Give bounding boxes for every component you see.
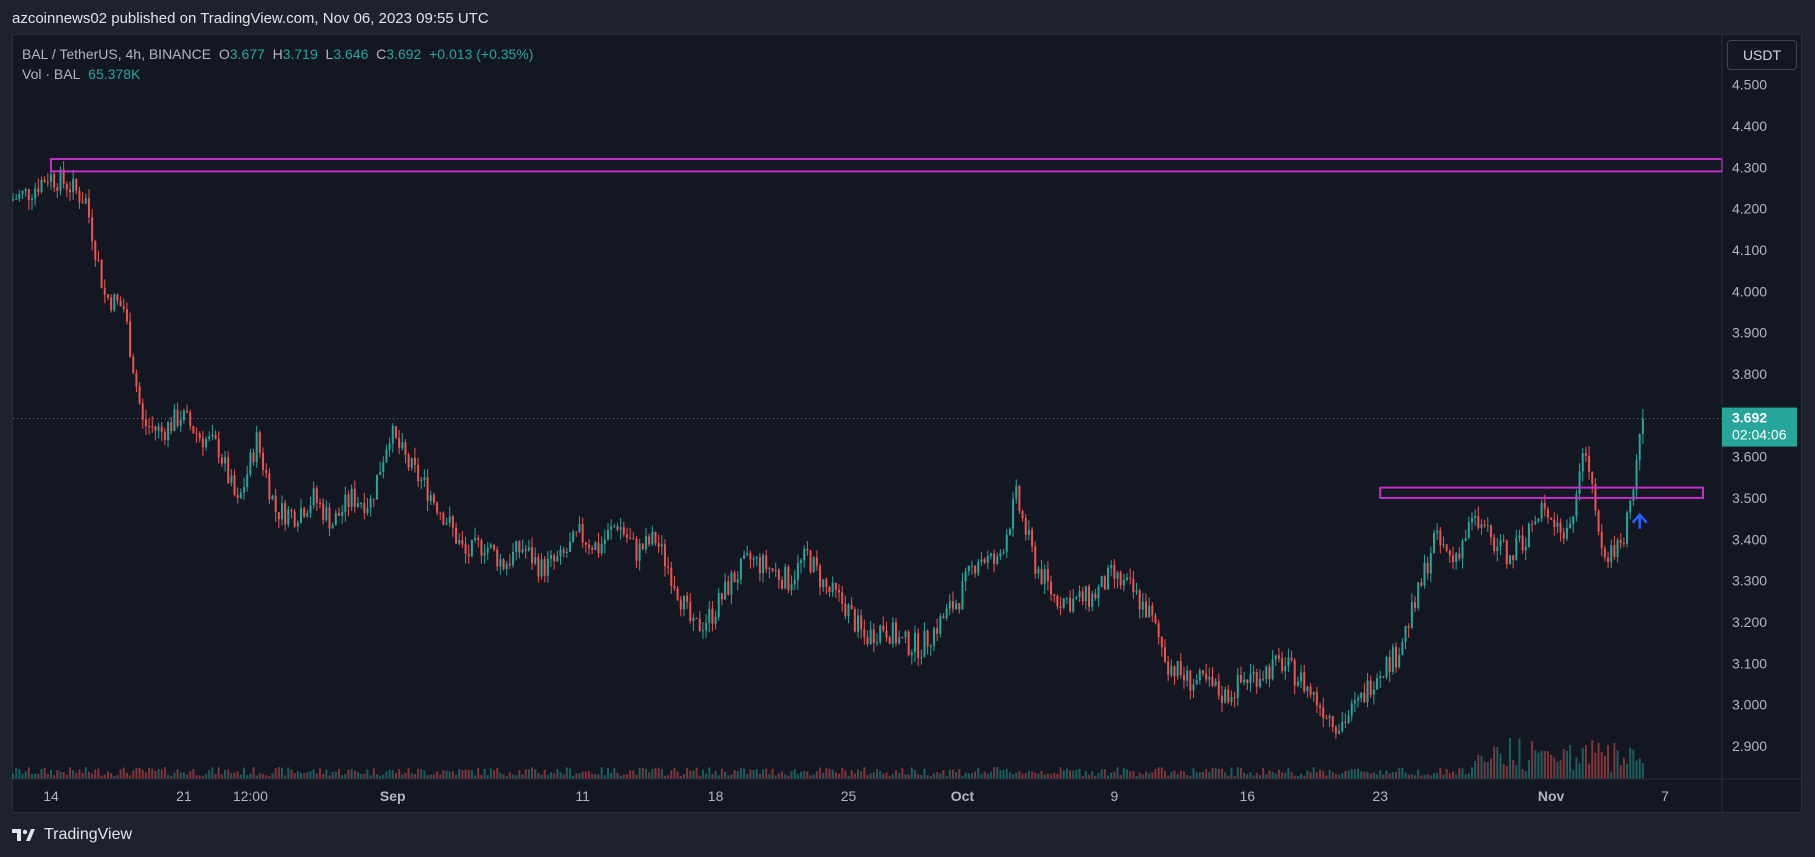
volume-label: Vol · BAL [22,66,81,82]
tradingview-footer[interactable]: TradingView [12,826,132,844]
chart-pane[interactable] [12,34,1802,813]
close-value: 3.692 [386,46,422,62]
volume-legend: Vol · BAL 65.378K [22,66,140,82]
high-label: H [272,46,283,62]
low-label: L [325,46,334,62]
tradingview-brand: TradingView [44,826,133,843]
change-value: +0.013 (+0.35%) [429,46,534,62]
publisher-header: azcoinnews02 published on TradingView.co… [12,10,489,27]
tradingview-logo-icon [12,829,35,841]
symbol-title: BAL / TetherUS, 4h, BINANCE [22,46,212,62]
low-value: 3.646 [333,46,369,62]
close-label: C [376,46,387,62]
open-label: O [218,46,230,62]
high-value: 3.719 [282,46,318,62]
open-value: 3.677 [229,46,265,62]
symbol-legend: BAL / TetherUS, 4h, BINANCE O3.677 H3.71… [22,46,533,62]
currency-unit-button[interactable]: USDT [1727,40,1797,70]
volume-value: 65.378K [88,66,141,82]
